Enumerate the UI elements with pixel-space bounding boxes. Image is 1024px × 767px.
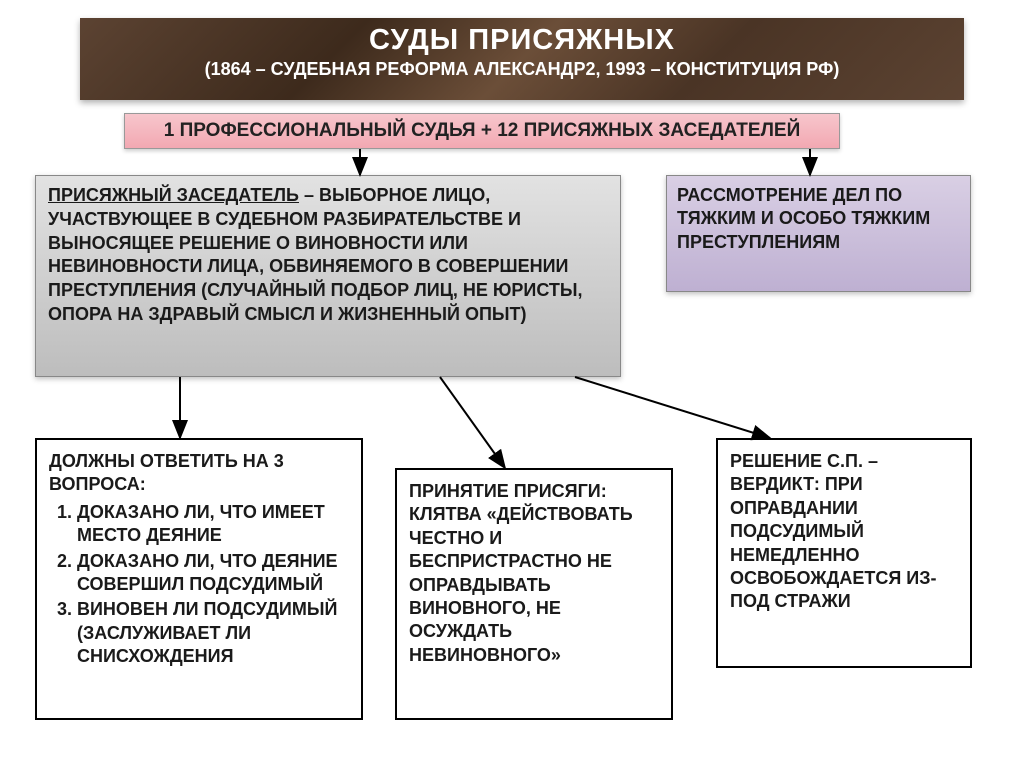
oath-text: ПРИНЯТИЕ ПРИСЯГИ: КЛЯТВА «ДЕЙСТВОВАТЬ ЧЕ… (409, 481, 633, 665)
oath-box: ПРИНЯТИЕ ПРИСЯГИ: КЛЯТВА «ДЕЙСТВОВАТЬ ЧЕ… (395, 468, 673, 720)
definition-heading: ПРИСЯЖНЫЙ ЗАСЕДАТЕЛЬ (48, 185, 299, 205)
cases-text: РАССМОТРЕНИЕ ДЕЛ ПО ТЯЖКИМ И ОСОБО ТЯЖКИ… (677, 185, 930, 252)
composition-text: 1 ПРОФЕССИОНАЛЬНЫЙ СУДЬЯ + 12 ПРИСЯЖНЫХ … (164, 120, 801, 141)
page-subtitle: (1864 – СУДЕБНАЯ РЕФОРМА АЛЕКСАНДР2, 199… (90, 59, 954, 80)
cases-box: РАССМОТРЕНИЕ ДЕЛ ПО ТЯЖКИМ И ОСОБО ТЯЖКИ… (666, 175, 971, 292)
questions-box: ДОЛЖНЫ ОТВЕТИТЬ НА 3 ВОПРОСА: ДОКАЗАНО Л… (35, 438, 363, 720)
verdict-text: РЕШЕНИЕ С.П. – ВЕРДИКТ: ПРИ ОПРАВДАНИИ П… (730, 451, 937, 611)
arrow (575, 377, 770, 438)
composition-bar: 1 ПРОФЕССИОНАЛЬНЫЙ СУДЬЯ + 12 ПРИСЯЖНЫХ … (124, 113, 840, 149)
question-item: ВИНОВЕН ЛИ ПОДСУДИМЫЙ (ЗАСЛУЖИВАЕТ ЛИ СН… (77, 598, 349, 668)
header-banner: СУДЫ ПРИСЯЖНЫХ (1864 – СУДЕБНАЯ РЕФОРМА … (80, 18, 964, 100)
questions-intro: ДОЛЖНЫ ОТВЕТИТЬ НА 3 ВОПРОСА: (49, 450, 349, 497)
definition-body: – ВЫБОРНОЕ ЛИЦО, УЧАСТВУЮЩЕЕ В СУДЕБНОМ … (48, 185, 583, 324)
page-title: СУДЫ ПРИСЯЖНЫХ (90, 24, 954, 57)
question-item: ДОКАЗАНО ЛИ, ЧТО ИМЕЕТ МЕСТО ДЕЯНИЕ (77, 501, 349, 548)
questions-list: ДОКАЗАНО ЛИ, ЧТО ИМЕЕТ МЕСТО ДЕЯНИЕ ДОКА… (49, 501, 349, 669)
arrow (440, 377, 505, 468)
definition-box: ПРИСЯЖНЫЙ ЗАСЕДАТЕЛЬ – ВЫБОРНОЕ ЛИЦО, УЧ… (35, 175, 621, 377)
verdict-box: РЕШЕНИЕ С.П. – ВЕРДИКТ: ПРИ ОПРАВДАНИИ П… (716, 438, 972, 668)
question-item: ДОКАЗАНО ЛИ, ЧТО ДЕЯНИЕ СОВЕРШИЛ ПОДСУДИ… (77, 550, 349, 597)
